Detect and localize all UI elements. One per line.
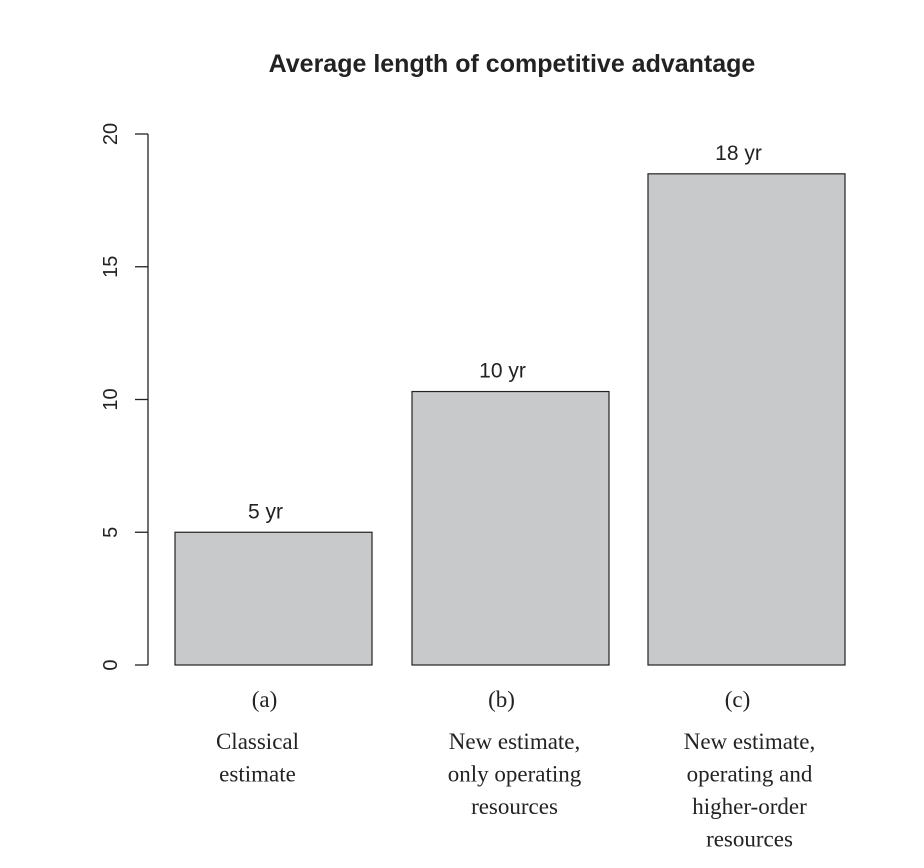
y-tick-label: 20 (100, 123, 122, 145)
y-tick-label: 10 (100, 388, 122, 410)
bar (647, 173, 846, 666)
bars: 5 yr (a) Classical estimate 10 yr (b) New esti… (174, 142, 846, 852)
bar (174, 531, 373, 666)
category-description: Classical (216, 729, 299, 754)
y-tick-label: 15 (100, 256, 122, 278)
chart-title: Average length of competitive advantage (269, 50, 756, 78)
data-label: 18 yr (715, 142, 762, 165)
category-description: resources (706, 827, 793, 852)
x-tick-label: (b) (488, 687, 515, 712)
category-description: operating and (687, 762, 813, 787)
y-tick-label: 5 (100, 527, 122, 538)
category-description: New estimate, (684, 729, 816, 754)
y-axis: 0 5 10 15 20 (100, 123, 149, 671)
data-label: 10 yr (479, 360, 526, 383)
category-description: higher-order (692, 794, 807, 819)
category-description: New estimate, (449, 729, 581, 754)
category-description: resources (471, 794, 558, 819)
bar (411, 390, 610, 666)
x-tick-label: (c) (725, 687, 751, 712)
x-tick-label: (a) (252, 687, 278, 712)
y-tick-label: 0 (100, 659, 122, 670)
data-label: 5 yr (248, 500, 283, 523)
category-description: only operating (448, 762, 582, 787)
category-description: estimate (219, 762, 296, 787)
